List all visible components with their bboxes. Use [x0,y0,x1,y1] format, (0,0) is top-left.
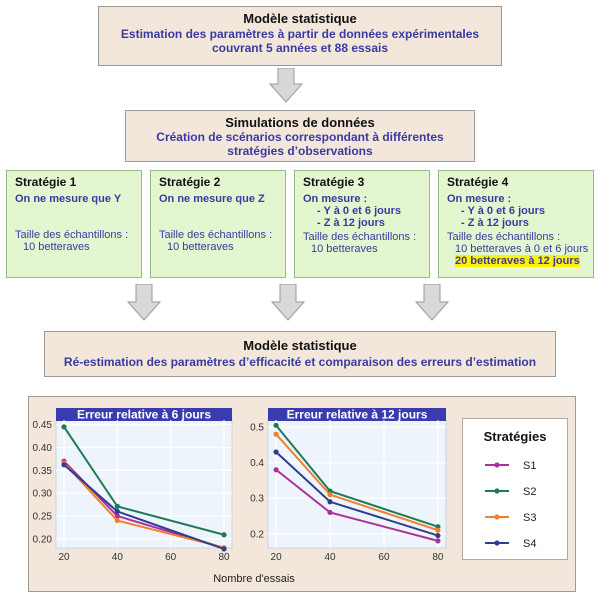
strategy-4-size: 10 betteraves à 0 et 6 jours [455,243,589,255]
data-point-s1 [114,513,120,519]
data-point-s1 [327,509,333,516]
chart-title-1: Erreur relative à 6 jours [77,408,211,422]
legend-marker-s4 [494,540,500,546]
simulation-line1: Création de scénarios correspondant à di… [156,130,444,144]
data-point-s2 [221,532,227,538]
x-tick-label: 20 [58,552,70,563]
data-point-s3 [435,527,441,533]
strategy-3-size-label: Taille des échantillons : [303,231,417,243]
legend-marker-s1 [494,462,500,468]
legend-label-s1: S1 [523,460,536,472]
strategy-4-box: Stratégie 4 On mesure : - Y à 0 et 6 jou… [438,170,594,278]
legend-label-s2: S2 [523,486,536,498]
strategy-1-box: Stratégie 1 On ne mesure que Y Taille de… [6,170,142,278]
simulation-line2: stratégies d’observations [227,144,373,158]
data-point-s3 [114,517,120,524]
bottom-model-line1: Ré-estimation des paramètres d’efficacit… [63,355,537,369]
top-model-line2: couvrant 5 années et 88 essais [211,41,389,55]
strategy-3-size: 10 betteraves [311,243,378,255]
simulation-box: Simulations de données Création de scéna… [125,110,475,162]
strategy-2-box: Stratégie 2 On ne mesure que Z Taille de… [150,170,286,278]
strategy-3-line-2: - Y à 0 et 6 jours [317,205,401,217]
y-tick-label: 0.30 [33,489,53,500]
x-tick-label: 20 [271,552,283,563]
strategy-1-line: On ne mesure que Y [15,193,122,205]
data-point-s1 [435,538,441,544]
legend-label-s3: S3 [523,512,536,524]
legend-title: Stratégies [483,429,547,444]
strategy-4-line-1: On mesure : [447,193,512,205]
data-point-s4 [221,546,227,552]
charts-svg: Erreur relative à 6 jours 0.20 0.25 0.30 0.3… [33,408,447,585]
y-tick-label: 0.40 [33,443,53,454]
x-tick-label: 80 [218,552,230,563]
strategy-1-size: 10 betteraves [23,241,90,253]
chart-title-bar-2 [268,408,446,421]
legend-marker-s2 [494,488,500,494]
top-model-title: Modèle statistique [243,11,357,26]
y-tick-label: 0.25 [33,512,53,523]
data-point-s2 [61,424,67,430]
strategy-2-line: On ne mesure que Z [159,193,265,205]
x-tick-label: 60 [165,552,177,563]
strategy-3-line-3: - Z à 12 jours [317,217,385,229]
data-point-s4 [273,449,279,455]
data-point-s4 [435,532,441,539]
strategy-4-title: Stratégie 4 [447,175,509,189]
down-arrow-1 [268,68,304,103]
x-tick-label: 80 [432,552,444,563]
strategy-4-size-label: Taille des échantillons : [447,231,561,243]
strategy-4-line-3: - Z à 12 jours [461,217,529,229]
y-tick-label: 0.45 [33,420,53,431]
bottom-model-title: Modèle statistique [243,338,357,353]
data-point-s2 [114,503,120,509]
strategy-2-title: Stratégie 2 [159,175,221,189]
data-point-s4 [327,499,333,505]
legend: Stratégies S1 S2 S3 S4 [462,418,568,560]
strategy-3-title: Stratégie 3 [303,175,365,189]
top-model-line1: Estimation des paramètres à partir de do… [120,27,480,41]
data-point-s4 [114,508,120,515]
bottom-model-box: Modèle statistique Ré-estimation des par… [44,331,556,377]
strategy-2-size-label: Taille des échantillons : [159,229,273,241]
strategy-3-box: Stratégie 3 On mesure : - Y à 0 et 6 jou… [294,170,430,278]
plot-area-2 [267,419,447,549]
data-point-s4 [61,462,67,468]
strategy-2-size: 10 betteraves [167,241,234,253]
simulation-title: Simulations de données [225,115,375,130]
x-tick-label: 60 [378,552,390,563]
strategy-1-title: Stratégie 1 [15,175,77,189]
data-point-s3 [327,492,333,498]
x-axis-label: Nombre d'essais [213,573,295,585]
x-tick-label: 40 [112,552,124,563]
data-point-s3 [273,431,279,437]
down-arrow-4 [414,284,450,321]
strategy-4-highlight: 20 betteraves à 12 jours [455,255,580,267]
chart-title-bar-1 [56,408,232,421]
down-arrow-2 [126,284,162,321]
y-tick-label: 0.5 [250,423,264,434]
legend-marks: S1 S2 S3 S4 [485,460,536,550]
y-tick-label: 0.35 [33,466,53,477]
y-tick-label: 0.3 [250,494,264,505]
y-tick-label: 0.2 [250,529,264,540]
legend-marker-s3 [494,514,500,520]
strategy-3-line-1: On mesure : [303,193,368,205]
top-model-box: Modèle statistique Estimation des paramè… [98,6,502,66]
strategy-4-line-2: - Y à 0 et 6 jours [461,205,545,217]
data-point-s2 [435,524,441,530]
data-point-s1 [273,467,279,473]
strategy-1-size-label: Taille des échantillons : [15,229,129,241]
y-tick-label: 0.4 [250,458,264,469]
data-point-s2 [273,422,279,428]
x-tick-label: 40 [324,552,336,563]
legend-label-s4: S4 [523,538,536,550]
strategy-4-highlight-wrap: 20 betteraves à 12 jours [447,255,585,267]
y-tick-label: 0.20 [33,534,53,545]
chart-title-2: Erreur relative à 12 jours [287,408,428,422]
down-arrow-3 [270,284,306,321]
